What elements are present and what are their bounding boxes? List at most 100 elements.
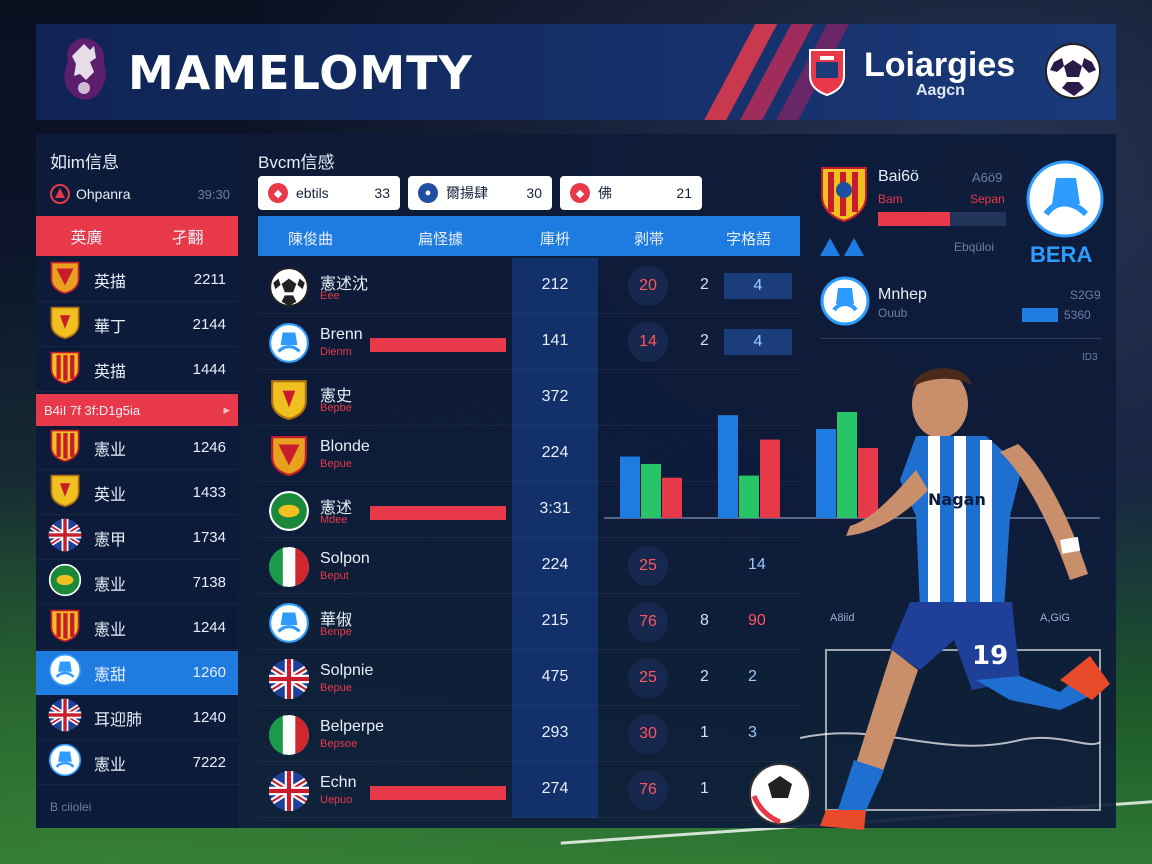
team-sub: Beput [320,570,349,582]
sidebar-item-label: 華丁 [94,318,127,336]
sidebar-group-label: B4iI 7f 3f:D1g5ia [44,402,141,418]
team-badge-icon [268,602,310,644]
shirt-text: Nagan [928,490,986,509]
team-sub: Uepuo [320,794,353,806]
team-name: Echn [320,774,357,791]
brand-title: MAMELOMTY [128,46,473,100]
stat-value: 274 [541,780,569,797]
table-row[interactable]: Blonde Bepue 224 [258,426,800,482]
table-row[interactable]: Belperpe Bepsoe 293 30 1 3 [258,706,800,762]
team-badge-icon [48,350,82,389]
sidebar-list-item[interactable]: 英描 1444 [36,348,238,392]
chip-label: ebtils [296,185,329,201]
filter-chip-2[interactable]: ● 爾揚肆 30 [408,176,552,210]
sidebar-list-item[interactable]: 憲甲 1734 [36,516,238,560]
right-divider [820,338,1102,339]
table-row[interactable]: Brenn Dienm 141 14 2 4 [258,314,800,370]
progress-bar [370,338,506,352]
progress-bar [370,506,506,520]
progress-bar [370,786,506,800]
team-name: Solpnie [320,662,374,679]
col4-value: 2 [700,276,709,293]
team-name: 華俶 [320,612,353,629]
lion-logo-icon [64,38,106,100]
team-name: Belperpe [320,718,385,735]
team-name: 憲述 [320,500,353,517]
team-sub: Bepbe [320,402,352,414]
sidebar-item-value: 1433 [192,484,226,501]
sidebar-list-item[interactable]: 華丁 2144 [36,303,238,347]
table-row[interactable]: Solpon Beput 224 25 14 [258,538,800,594]
sidebar-list-item[interactable]: 憲甜 1260 [36,651,238,695]
table-row[interactable]: 憲史 Bepbe 372 [258,370,800,426]
team-badge-icon [48,473,82,512]
sidebar-item-label: 英业 [94,486,127,504]
sidebar-item-label: 憲业 [94,576,127,594]
sidebar-item-label: 耳迎肺 [94,711,143,729]
team-name: Blonde [320,438,370,455]
chevron-icon: ▸ [223,402,230,417]
stat-value: 212 [541,276,569,293]
team1-sub-a: Bam [878,192,903,206]
player-number: 19 [972,641,1008,671]
sidebar-item-label: 英描 [94,273,127,291]
filter-chip-3[interactable]: ◆ 佛 21 [560,176,702,210]
team-badge-icon [268,546,310,588]
stat-value: 215 [541,612,569,629]
team-badge-icon [268,658,310,700]
alert-badge-icon [50,184,70,204]
sidebar-header-col1: 英廣 [70,230,103,247]
team-crest-icon [821,167,867,222]
column-header[interactable]: 陳俊曲 [288,231,334,248]
sidebar-list-item[interactable]: 憲业 7138 [36,561,238,605]
score-circle: 76 [628,602,668,642]
sidebar-list-item[interactable]: 耳迎肺 1240 [36,696,238,740]
col5-value: 2 [748,668,757,685]
table-row[interactable]: 憲述沈 Eee 212 20 2 4 [258,258,800,314]
sidebar-list-item[interactable]: 英描 2211 [36,258,238,302]
column-header[interactable]: 扁怪據 [418,231,464,248]
sidebar-group-header[interactable]: B4iI 7f 3f:D1g5ia ▸ [36,394,238,426]
chart-bar [858,448,878,518]
sidebar-item-value: 1244 [192,619,226,636]
sidebar-list-item[interactable]: 憲业 1244 [36,606,238,650]
team-sub: Bepue [320,682,352,694]
sidebar: 如im信息 Ohpanra 39:30 英廣 孑翻 英描 2211 華丁 214… [36,134,238,828]
stat-value: 224 [541,556,569,573]
chart-foot-b: A,GiG [1040,612,1070,624]
score-circle: 25 [628,658,668,698]
sidebar-list-item[interactable]: 英业 1433 [36,471,238,515]
column-header[interactable]: 庫枡 [540,231,571,248]
col5-box: 4 [724,329,792,355]
crest-icon: ◆ [268,183,288,203]
sidebar-list-item[interactable]: 憲业 7222 [36,741,238,785]
sidebar-list-item[interactable]: 憲业 1246 [36,426,238,470]
stat-value: 224 [541,444,569,461]
chip-value: 30 [526,185,542,201]
table-row[interactable]: Solpnie Bepue 475 25 2 2 [258,650,800,706]
team1-value: A6ö9 [972,170,1003,185]
column-header[interactable]: 剥帯 [634,231,665,248]
team-name: 憲史 [320,388,353,405]
table-row[interactable]: 憲述 Mdee 3:31 [258,482,800,538]
team-badge-icon [268,714,310,756]
column-header[interactable]: 字格語 [726,231,772,248]
sidebar-item-value: 2144 [192,316,226,333]
table-row[interactable]: Echn Uepuo 274 76 1 [258,762,800,818]
table-row[interactable]: 華俶 Benpe 215 76 8 90 [258,594,800,650]
team-badge-icon [268,490,310,532]
score-circle: 25 [628,546,668,586]
sidebar-sub-label: Ohpanra [76,186,131,202]
team-sub: Benpe [320,626,352,638]
team2-value: 5360 [1064,308,1091,322]
col4-value: 1 [700,780,709,797]
team1-bar-fill [878,212,950,226]
team-badge-icon [48,563,82,602]
league-crest-icon [809,49,845,96]
top-header: MAMELOMTY Loiargies Aagcn [36,24,1116,120]
score-circle: 20 [628,266,668,306]
col5-box: 4 [724,273,792,299]
chip-value: 21 [676,185,692,201]
sidebar-subheader[interactable]: Ohpanra 39:30 [50,184,230,204]
filter-chip-1[interactable]: ◆ ebtils 33 [258,176,400,210]
